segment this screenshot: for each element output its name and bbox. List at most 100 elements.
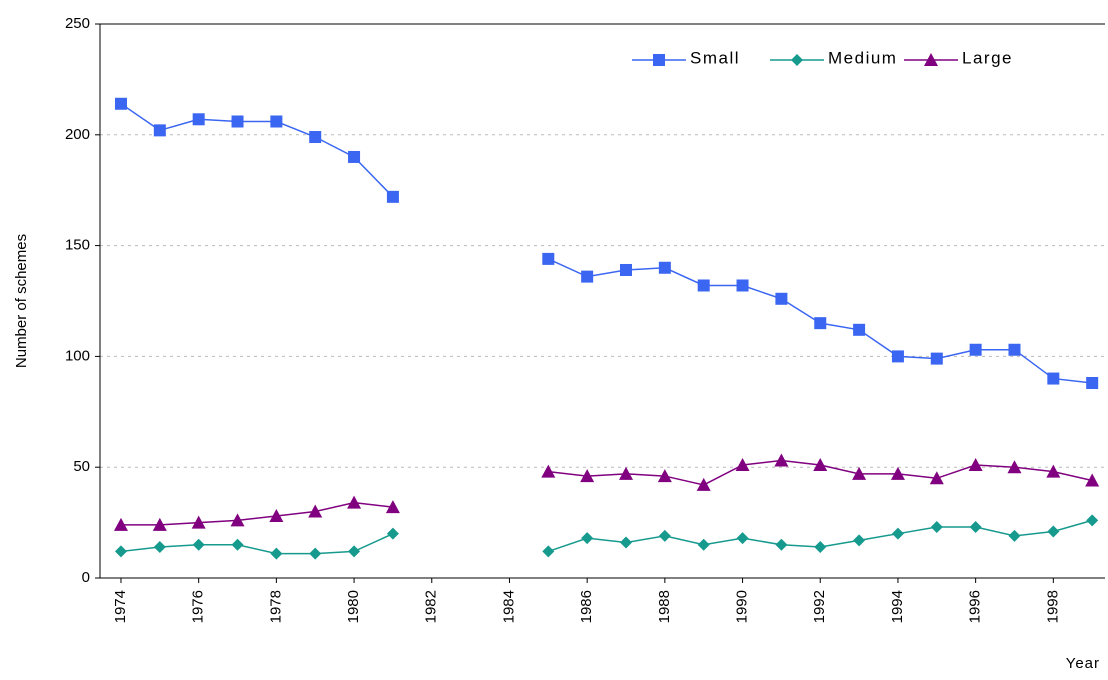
marker <box>814 317 827 330</box>
marker <box>968 457 983 471</box>
y-axis-label: Number of schemes <box>13 234 30 368</box>
y-tick-label: 150 <box>65 237 90 254</box>
x-tick-label: 1974 <box>112 590 129 623</box>
marker <box>969 343 982 356</box>
marker <box>542 545 555 558</box>
marker <box>736 532 749 545</box>
legend: Small Medium Large <box>632 48 1013 67</box>
marker <box>736 279 749 292</box>
marker <box>231 115 244 128</box>
marker <box>774 453 789 467</box>
marker <box>581 532 594 545</box>
x-tick-label: 1986 <box>578 590 595 623</box>
marker <box>775 538 788 551</box>
marker <box>542 252 555 265</box>
x-tick-label: 1978 <box>267 590 284 623</box>
x-tick-label: 1982 <box>423 590 440 623</box>
y-tick-label: 50 <box>73 458 90 475</box>
marker <box>385 500 400 514</box>
marker <box>192 538 205 551</box>
marker <box>930 521 943 534</box>
marker <box>697 538 710 551</box>
marker <box>153 124 166 137</box>
marker <box>1047 525 1060 538</box>
marker <box>1007 460 1022 474</box>
x-axis-label: Year <box>1066 655 1100 672</box>
marker <box>580 469 595 483</box>
marker <box>853 534 866 547</box>
marker <box>735 457 750 471</box>
marker <box>191 515 206 529</box>
marker <box>114 545 127 558</box>
marker <box>1008 343 1021 356</box>
marker <box>308 504 323 518</box>
marker <box>813 457 828 471</box>
legend-label: Small <box>690 48 740 67</box>
marker <box>620 263 633 276</box>
marker <box>814 540 827 553</box>
marker <box>386 190 399 203</box>
x-tick-label: 1980 <box>345 590 362 623</box>
legend-label: Large <box>962 48 1013 67</box>
marker <box>1086 376 1099 389</box>
marker <box>891 527 904 540</box>
marker <box>929 471 944 485</box>
marker <box>153 540 166 553</box>
marker <box>697 279 710 292</box>
marker <box>1046 464 1061 478</box>
marker <box>230 513 245 527</box>
marker <box>270 547 283 560</box>
marker <box>1008 529 1021 542</box>
marker <box>309 131 322 144</box>
marker <box>581 270 594 283</box>
x-tick-label: 1976 <box>190 590 207 623</box>
marker <box>1085 473 1100 487</box>
marker <box>969 521 982 534</box>
marker <box>930 352 943 365</box>
marker <box>192 113 205 126</box>
marker <box>658 529 671 542</box>
legend-label: Medium <box>828 48 897 67</box>
series-line <box>120 519 1093 555</box>
marker <box>657 469 672 483</box>
marker <box>541 464 556 478</box>
y-tick-label: 0 <box>82 569 90 586</box>
marker <box>791 54 803 66</box>
marker <box>775 292 788 305</box>
marker <box>348 545 361 558</box>
x-tick-label: 1998 <box>1044 590 1061 623</box>
marker <box>1086 514 1099 527</box>
marker <box>348 150 361 163</box>
marker <box>113 517 128 531</box>
marker <box>152 517 167 531</box>
x-tick-label: 1996 <box>967 590 984 623</box>
marker <box>924 53 938 66</box>
marker <box>891 350 904 363</box>
x-tick-label: 1992 <box>811 590 828 623</box>
y-tick-label: 100 <box>65 347 90 364</box>
series-line <box>120 459 1093 526</box>
marker <box>619 466 634 480</box>
marker <box>231 538 244 551</box>
x-tick-label: 1990 <box>734 590 751 623</box>
marker <box>653 54 665 66</box>
series-line <box>120 103 1093 384</box>
marker <box>890 466 905 480</box>
marker <box>620 536 633 549</box>
y-tick-label: 200 <box>65 126 90 143</box>
marker <box>1047 372 1060 385</box>
marker <box>853 323 866 336</box>
marker <box>347 495 362 509</box>
marker <box>696 477 711 491</box>
marker <box>309 547 322 560</box>
marker <box>114 97 127 110</box>
x-tick-label: 1988 <box>656 590 673 623</box>
x-tick-label: 1994 <box>889 590 906 623</box>
x-tick-label: 1984 <box>500 590 517 623</box>
marker <box>269 508 284 522</box>
marker <box>386 527 399 540</box>
marker <box>658 261 671 274</box>
marker <box>270 115 283 128</box>
marker <box>852 466 867 480</box>
